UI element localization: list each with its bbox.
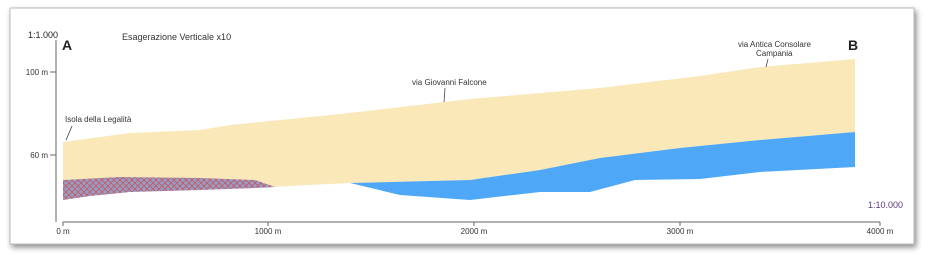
- annotation: Isola della Legalità: [65, 115, 132, 124]
- label-b: B: [848, 37, 858, 53]
- scale-top: 1:1.000: [28, 30, 58, 40]
- blue-layer: [350, 132, 855, 200]
- x-tick-label: 2000 m: [461, 227, 488, 236]
- x-tick-label: 1000 m: [255, 227, 282, 236]
- x-tick-label: 3000 m: [667, 227, 694, 236]
- x-ticks: [62, 222, 881, 226]
- leader: [443, 87, 446, 103]
- annotation: via Antica Consolare: [738, 40, 811, 49]
- exaggeration: Esagerazione Verticale x10: [122, 32, 231, 42]
- leader: [65, 125, 73, 141]
- y-tick-label: 60 m: [30, 151, 48, 160]
- x-tick-label: 0 m: [56, 227, 70, 236]
- y-tick-label: 100 m: [26, 68, 49, 77]
- hatched-layer: [63, 177, 275, 200]
- annotation: Campania: [756, 49, 793, 58]
- x-tick-label: 4000 m: [867, 227, 894, 236]
- annotation: via Giovanni Falcone: [412, 78, 487, 87]
- leader: [765, 58, 769, 68]
- label-a: A: [62, 37, 72, 53]
- scale-bottom: 1:10.000: [868, 200, 903, 210]
- yellow-layer: [63, 59, 855, 187]
